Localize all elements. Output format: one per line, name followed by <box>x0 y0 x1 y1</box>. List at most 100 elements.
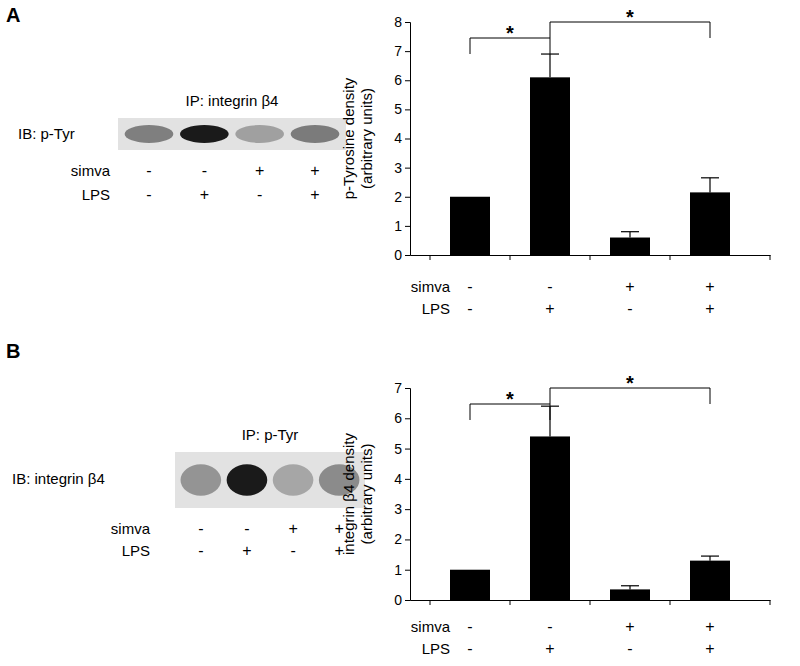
x-row-label: simva <box>411 278 451 295</box>
x-separator <box>670 255 671 260</box>
y-tick: 6 <box>394 410 410 426</box>
error-bar-stem <box>629 232 630 238</box>
x-row-sign: + <box>545 300 554 317</box>
blot-band <box>273 464 314 495</box>
y-tick: 1 <box>394 562 410 578</box>
y-tick: 1 <box>394 218 410 234</box>
y-tick-mark <box>405 139 410 140</box>
x-separator <box>770 600 771 605</box>
y-tick: 7 <box>394 380 410 396</box>
significance-star: * <box>506 22 514 44</box>
panel-label: B <box>6 340 20 362</box>
significance-star: * <box>626 6 634 28</box>
error-bar-cap <box>701 177 719 178</box>
x-row-label: LPS <box>422 300 450 317</box>
significance-bracket: * <box>550 372 710 404</box>
y-tick: 8 <box>394 14 410 30</box>
x-row-sign: - <box>467 640 472 657</box>
y-tick-mark <box>405 388 410 389</box>
blot-row-label: LPS <box>122 542 150 559</box>
blot-ib-label: IB: p-Tyr <box>18 125 75 142</box>
y-tick-mark <box>405 22 410 23</box>
blot-band <box>235 125 284 143</box>
blot-row-sign: - <box>146 162 151 179</box>
error-bar <box>621 232 639 238</box>
x-row-label: LPS <box>422 640 450 657</box>
y-tick-mark <box>405 600 410 601</box>
significance-star: * <box>626 372 634 394</box>
error-bar <box>701 556 719 561</box>
y-tick: 4 <box>394 471 410 487</box>
y-tick-mark <box>405 418 410 419</box>
y-tick-label: 4 <box>394 471 402 487</box>
blot-row-sign: - <box>198 520 203 537</box>
x-row-sign: + <box>705 278 714 295</box>
y-tick-mark <box>405 509 410 510</box>
x-row-sign: + <box>625 618 634 635</box>
blot-row-sign: + <box>310 162 319 179</box>
y-tick: 6 <box>394 72 410 88</box>
y-tick-mark <box>405 197 410 198</box>
blot: IP: integrin β4IB: p-Tyrsimva--++LPS-+-+ <box>18 92 346 203</box>
bar <box>690 192 730 255</box>
blot-row-sign: + <box>200 186 209 203</box>
y-tick-label: 3 <box>394 160 402 176</box>
y-tick-mark <box>405 479 410 480</box>
x-row-sign: - <box>467 618 472 635</box>
panel: AIP: integrin β4IB: p-Tyrsimva--++LPS-+-… <box>6 4 771 317</box>
blot-band <box>227 464 268 495</box>
blot-membrane <box>175 452 365 508</box>
y-tick-label: 2 <box>394 531 402 547</box>
y-tick-mark <box>405 226 410 227</box>
x-separator <box>770 255 771 260</box>
error-bar-cap <box>621 231 639 232</box>
y-tick-mark <box>405 449 410 450</box>
blot-row-sign: - <box>244 520 249 537</box>
y-tick-label: 1 <box>394 562 402 578</box>
blot-row-sign: - <box>202 162 207 179</box>
blot-band <box>125 125 174 143</box>
significance-bracket: * <box>470 22 550 54</box>
y-tick-label: 7 <box>394 380 402 396</box>
y-tick-mark <box>405 80 410 81</box>
y-axis: 012345678 <box>394 14 410 263</box>
y-tick-label: 1 <box>394 218 402 234</box>
x-row-sign: + <box>545 640 554 657</box>
y-tick-label: 2 <box>394 189 402 205</box>
y-axis-title: (arbitrary units) <box>358 444 375 545</box>
blot-row-sign: + <box>310 186 319 203</box>
y-tick: 5 <box>394 441 410 457</box>
y-axis: 01234567 <box>394 380 410 608</box>
blot-row-sign: + <box>288 520 297 537</box>
blot-row-sign: - <box>146 186 151 203</box>
bar <box>530 77 570 255</box>
x-separator <box>670 600 671 605</box>
x-separator <box>430 600 431 605</box>
blot-row-sign: - <box>290 542 295 559</box>
x-row-sign: + <box>705 300 714 317</box>
y-tick-label: 5 <box>394 441 402 457</box>
blot-ip-label: IP: integrin β4 <box>186 92 279 109</box>
y-tick: 2 <box>394 531 410 547</box>
y-tick-label: 0 <box>394 247 402 263</box>
y-tick: 4 <box>394 130 410 146</box>
x-row-sign: - <box>467 300 472 317</box>
significance-bracket: * <box>470 388 550 420</box>
blot-ib-label: IB: integrin β4 <box>12 470 105 487</box>
blot-row-label: LPS <box>82 186 110 203</box>
figure: AIP: integrin β4IB: p-Tyrsimva--++LPS-+-… <box>0 0 800 666</box>
blot-band <box>181 464 222 495</box>
x-row-sign: - <box>627 300 632 317</box>
bar <box>530 436 570 600</box>
blot-row-sign: + <box>255 162 264 179</box>
y-tick: 3 <box>394 160 410 176</box>
bar <box>450 197 490 255</box>
bar <box>610 589 650 600</box>
bars <box>450 54 730 255</box>
y-axis-title: integrin β4 density <box>340 432 357 555</box>
y-tick-label: 5 <box>394 101 402 117</box>
error-bar <box>621 586 639 590</box>
panel: BIP: p-TyrIB: integrin β4simva--++LPS-+-… <box>6 340 771 657</box>
error-bar-cap <box>621 585 639 586</box>
bars <box>450 406 730 600</box>
